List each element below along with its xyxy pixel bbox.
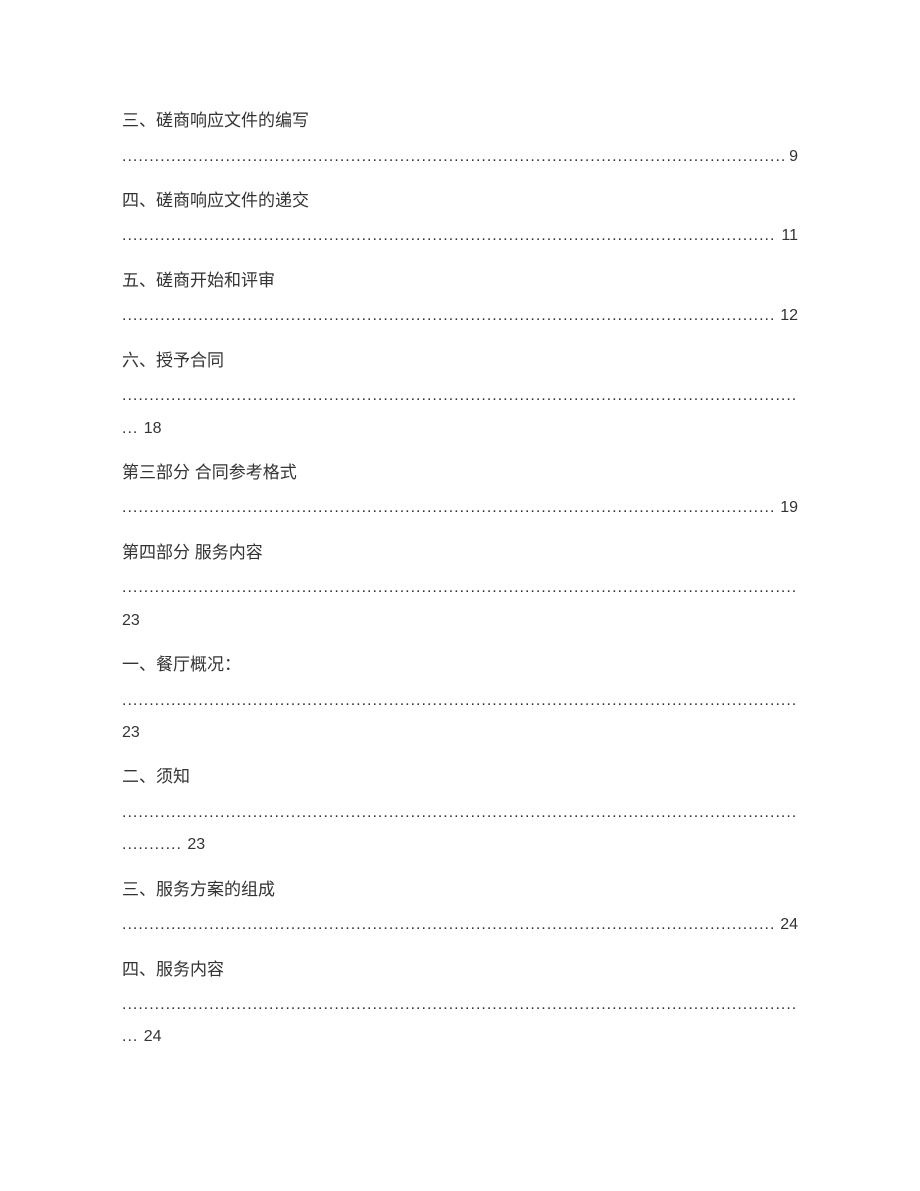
toc-page-number: 23 <box>187 836 205 853</box>
toc-leader-row: 12 <box>122 305 798 327</box>
toc-leader-row <box>122 994 798 1016</box>
toc-page-number: 24 <box>776 914 798 936</box>
toc-title: 第三部分 合同参考格式 <box>122 460 798 486</box>
toc-leader-dots <box>122 690 798 712</box>
toc-title: 五、磋商开始和评审 <box>122 268 798 294</box>
toc-page-number: 11 <box>777 225 798 247</box>
toc-page-number: 12 <box>776 305 798 327</box>
toc-leader-dots <box>122 146 785 168</box>
toc-title: 第四部分 服务内容 <box>122 540 798 566</box>
toc-entry: 三、磋商响应文件的编写 9 <box>122 108 798 168</box>
toc-entry: 四、服务内容... 24 <box>122 957 798 1049</box>
toc-page-line: 23 <box>122 722 798 744</box>
toc-leader-dots <box>122 994 798 1016</box>
toc-leading-ellipsis: ... <box>122 420 144 437</box>
toc-page-number: 9 <box>785 146 798 168</box>
toc-leader-row <box>122 802 798 824</box>
toc-title: 四、服务内容 <box>122 957 798 983</box>
toc-leader-dots <box>122 385 798 407</box>
toc-leader-row <box>122 690 798 712</box>
table-of-contents: 三、磋商响应文件的编写 9 四、磋商响应文件的递交 11 五、磋商开始和评审 12 六、授予… <box>122 108 798 1049</box>
toc-page-line: ........... 23 <box>122 834 798 856</box>
toc-title: 一、餐厅概况： <box>122 652 798 678</box>
toc-entry: 第四部分 服务内容 23 <box>122 540 798 632</box>
toc-leader-dots <box>122 225 777 247</box>
toc-page-line: ... 18 <box>122 418 798 440</box>
toc-entry: 四、磋商响应文件的递交 11 <box>122 188 798 248</box>
toc-leader-dots <box>122 497 776 519</box>
toc-entry: 二、须知........... 23 <box>122 764 798 856</box>
toc-title: 六、授予合同 <box>122 348 798 374</box>
toc-leader-dots <box>122 802 798 824</box>
toc-leader-row <box>122 385 798 407</box>
toc-page-number: 18 <box>144 420 162 437</box>
toc-entry: 五、磋商开始和评审 12 <box>122 268 798 328</box>
toc-entry: 第三部分 合同参考格式 19 <box>122 460 798 520</box>
toc-leader-row: 24 <box>122 914 798 936</box>
toc-page-number: 23 <box>122 612 140 629</box>
toc-page-number: 19 <box>776 497 798 519</box>
toc-entry: 六、授予合同... 18 <box>122 348 798 440</box>
toc-leader-dots <box>122 305 776 327</box>
toc-page-number: 24 <box>144 1028 162 1045</box>
toc-leader-row <box>122 577 798 599</box>
toc-leader-row: 19 <box>122 497 798 519</box>
toc-leader-dots <box>122 577 798 599</box>
toc-title: 三、磋商响应文件的编写 <box>122 108 798 134</box>
toc-page-line: 23 <box>122 610 798 632</box>
toc-title: 二、须知 <box>122 764 798 790</box>
toc-entry: 三、服务方案的组成 24 <box>122 877 798 937</box>
toc-leading-ellipsis: ........... <box>122 836 187 853</box>
toc-title: 三、服务方案的组成 <box>122 877 798 903</box>
toc-page-number: 23 <box>122 724 140 741</box>
toc-entry: 一、餐厅概况： 23 <box>122 652 798 744</box>
toc-leader-dots <box>122 914 776 936</box>
toc-page-line: ... 24 <box>122 1026 798 1048</box>
toc-leader-row: 9 <box>122 146 798 168</box>
toc-leading-ellipsis: ... <box>122 1028 144 1045</box>
toc-title: 四、磋商响应文件的递交 <box>122 188 798 214</box>
toc-leader-row: 11 <box>122 225 798 247</box>
